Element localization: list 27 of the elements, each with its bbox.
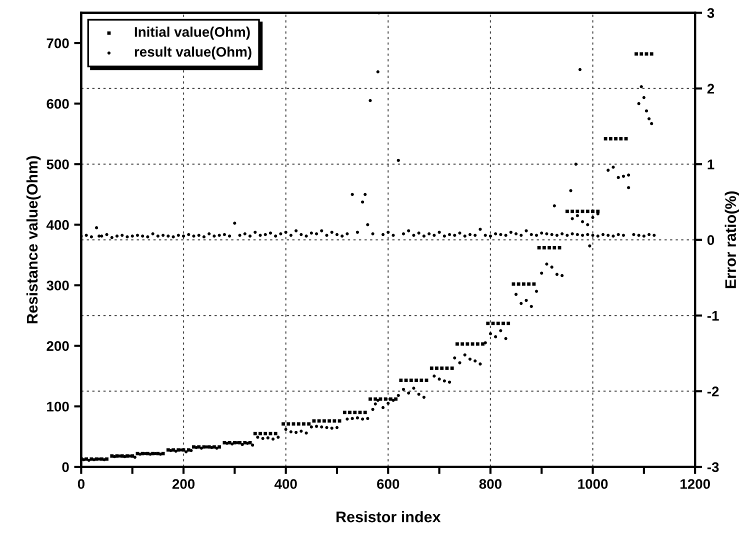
y2-tick-label: 0 — [707, 235, 714, 246]
y2-tick-label: -2 — [707, 386, 719, 396]
y-tick-label: 300 — [46, 280, 69, 290]
legend-label: result value(Ohm) — [134, 46, 252, 60]
y-tick-label: 600 — [46, 98, 69, 109]
x-tick-label: 400 — [274, 479, 297, 489]
y-tick-label: 0 — [62, 462, 69, 472]
y2-tick-label: 3 — [707, 8, 714, 18]
y2-tick-label: 2 — [707, 84, 714, 94]
x-tick-label: 600 — [377, 479, 400, 489]
y-tick-label: 700 — [46, 38, 69, 48]
y2-axis-title: Error ratio(%) — [724, 191, 740, 288]
y2-tick-label: -1 — [707, 311, 719, 321]
x-axis-title: Resistor index — [336, 511, 441, 522]
y-tick-label: 500 — [46, 160, 69, 170]
y-tick-label: 100 — [47, 402, 69, 412]
y2-tick-label: 1 — [708, 160, 714, 170]
y-axis-title: Resistance value(Ohm) — [26, 156, 41, 324]
legend-label: Initial value(Ohm) — [134, 26, 250, 40]
x-tick-label: 0 — [78, 479, 84, 489]
x-tick-label: 1000 — [578, 479, 608, 489]
x-tick-label: 1200 — [680, 479, 710, 489]
y-tick-label: 200 — [46, 341, 69, 351]
y2-tick-label: -3 — [707, 462, 719, 472]
y-tick-label: 400 — [46, 220, 69, 230]
x-tick-label: 200 — [172, 479, 195, 489]
x-tick-label: 800 — [479, 479, 502, 489]
